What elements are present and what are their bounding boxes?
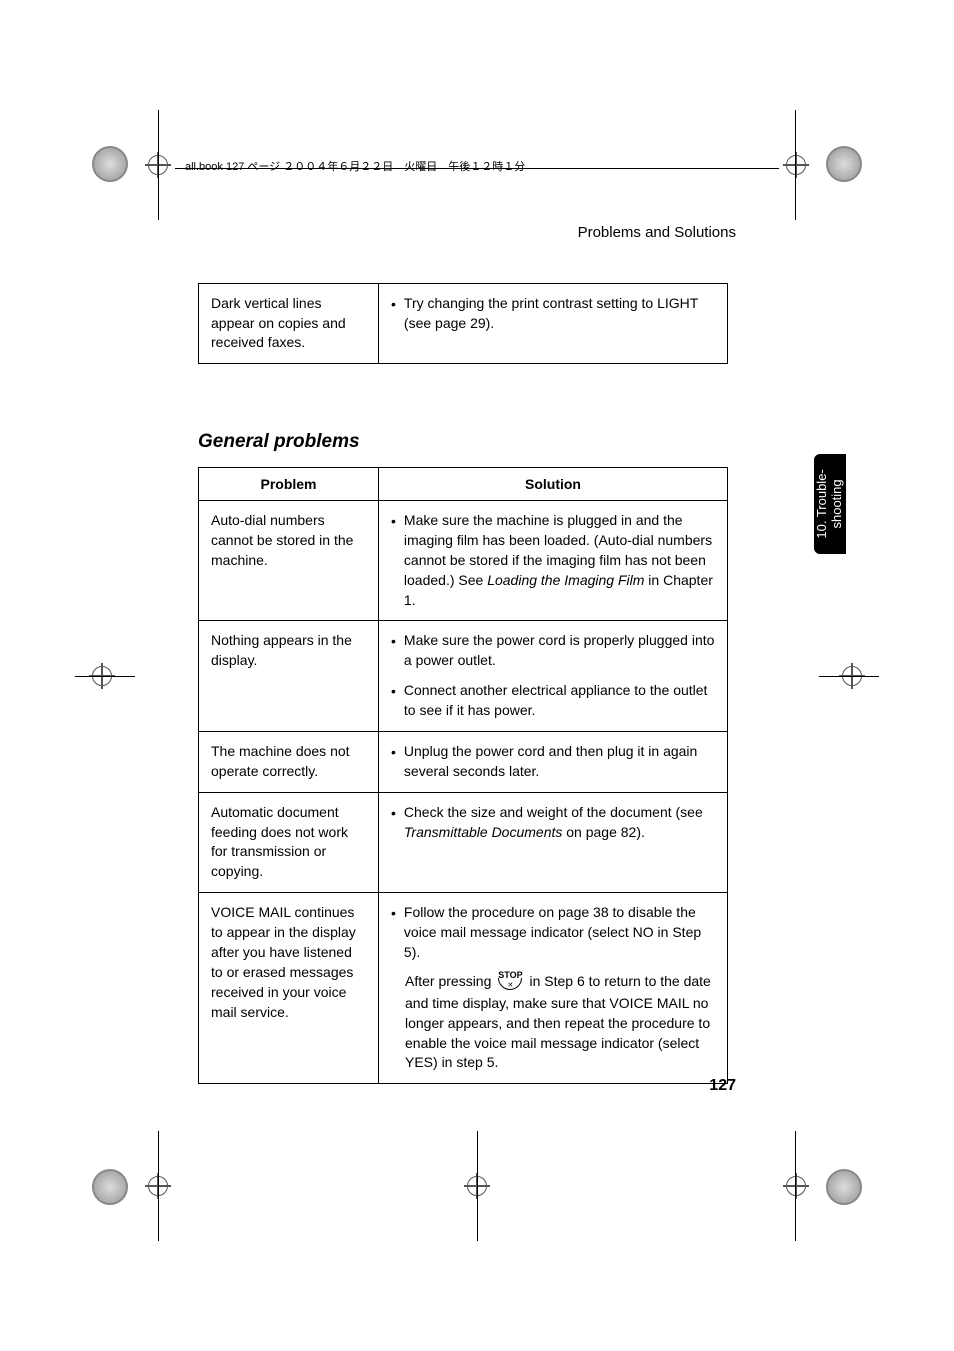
crop-line <box>158 110 159 220</box>
general-problems-table: Problem Solution Auto-dial numbers canno… <box>198 467 728 1084</box>
section-title: General problems <box>198 431 360 453</box>
crop-corner-tl <box>92 146 128 182</box>
solution-text: Make sure the power cord is properly plu… <box>404 631 715 671</box>
solution-cell: •Check the size and weight of the docume… <box>379 792 728 893</box>
crop-line <box>477 1131 478 1241</box>
table-row: Nothing appears in the display. •Make su… <box>199 621 728 732</box>
problem-cell: Nothing appears in the display. <box>199 621 379 732</box>
crop-line <box>75 676 135 677</box>
crop-line <box>819 676 879 677</box>
table-row: Dark vertical lines appear on copies and… <box>199 284 728 364</box>
solution-followup: After pressing STOP in Step 6 to return … <box>405 971 715 1074</box>
bullet-icon: • <box>391 632 396 671</box>
bullet-icon: • <box>391 512 396 610</box>
crop-corner-bl <box>92 1169 128 1205</box>
solution-text: Follow the procedure on page 38 to disab… <box>404 903 715 963</box>
problem-cell: VOICE MAIL continues to appear in the di… <box>199 893 379 1084</box>
solution-cell: •Try changing the print contrast setting… <box>379 284 728 364</box>
section-tab: 10. Trouble-shooting <box>814 454 846 554</box>
table-row: The machine does not operate correctly. … <box>199 731 728 792</box>
crop-register-br <box>786 1176 806 1196</box>
bullet-icon: • <box>391 804 396 843</box>
solution-cell: •Make sure the machine is plugged in and… <box>379 501 728 621</box>
solution-text: Unplug the power cord and then plug it i… <box>404 742 715 782</box>
problems-table-top: Dark vertical lines appear on copies and… <box>198 283 728 364</box>
crop-corner-tr <box>826 146 862 182</box>
solution-text: Try changing the print contrast setting … <box>404 294 715 333</box>
bullet-icon: • <box>391 904 396 963</box>
solution-cell: •Follow the procedure on page 38 to disa… <box>379 893 728 1084</box>
table-row: Automatic document feeding does not work… <box>199 792 728 893</box>
page-number: 127 <box>709 1077 736 1095</box>
solution-text: Connect another electrical appliance to … <box>404 681 715 721</box>
table-row: Auto-dial numbers cannot be stored in th… <box>199 501 728 621</box>
header-strip-text: all.book 127 ページ ２００４年６月２２日 火曜日 午後１２時１分 <box>185 158 525 174</box>
solution-cell: •Unplug the power cord and then plug it … <box>379 731 728 792</box>
column-header-solution: Solution <box>379 468 728 501</box>
bullet-icon: • <box>391 682 396 721</box>
crop-register-tr <box>786 155 806 175</box>
solution-text: Check the size and weight of the documen… <box>404 803 715 843</box>
column-header-problem: Problem <box>199 468 379 501</box>
table-header-row: Problem Solution <box>199 468 728 501</box>
table-row: VOICE MAIL continues to appear in the di… <box>199 893 728 1084</box>
bullet-icon: • <box>391 295 396 333</box>
bullet-icon: • <box>391 743 396 782</box>
problem-cell: The machine does not operate correctly. <box>199 731 379 792</box>
crop-line <box>795 110 796 220</box>
solution-cell: •Make sure the power cord is properly pl… <box>379 621 728 732</box>
crop-corner-br <box>826 1169 862 1205</box>
page-header: Problems and Solutions <box>578 224 736 241</box>
problem-cell: Automatic document feeding does not work… <box>199 792 379 893</box>
problem-cell: Dark vertical lines appear on copies and… <box>199 284 379 364</box>
solution-text: Make sure the machine is plugged in and … <box>404 511 715 610</box>
crop-line <box>158 1131 159 1241</box>
section-tab-label: 10. Trouble-shooting <box>815 469 845 538</box>
stop-button-icon: STOP <box>498 971 522 994</box>
crop-line <box>795 1131 796 1241</box>
problem-cell: Auto-dial numbers cannot be stored in th… <box>199 501 379 621</box>
